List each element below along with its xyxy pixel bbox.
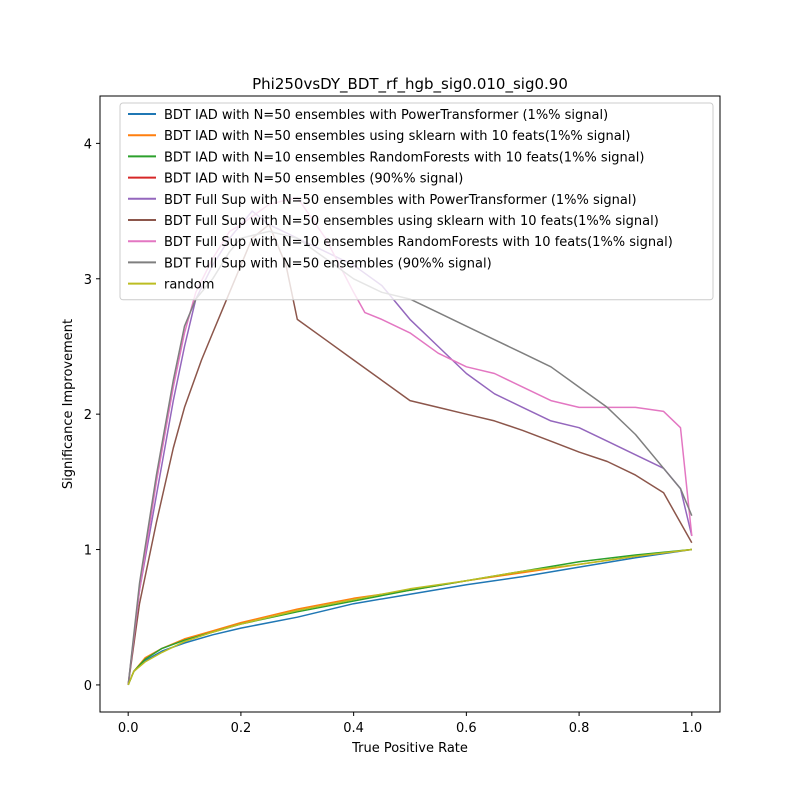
chart-title: Phi250vsDY_BDT_rf_hgb_sig0.010_sig0.90 xyxy=(252,75,568,94)
series-line-8 xyxy=(127,548,692,686)
y-tick-label: 2 xyxy=(84,408,92,423)
x-tick-label: 0.4 xyxy=(343,721,364,736)
legend-entry: random xyxy=(164,278,214,293)
x-axis-label: True Positive Rate xyxy=(351,741,468,756)
x-tick-label: 0.6 xyxy=(456,721,477,736)
legend-entry: BDT Full Sup with N=50 ensembles with Po… xyxy=(164,193,637,208)
legend-entry: BDT IAD with N=50 ensembles with PowerTr… xyxy=(164,108,608,123)
legend-entry: BDT IAD with N=10 ensembles RandomForest… xyxy=(164,150,644,165)
y-axis-label: Significance Improvement xyxy=(61,319,76,489)
y-tick-label: 1 xyxy=(84,544,92,559)
series-line-6 xyxy=(127,196,693,685)
plot-frame xyxy=(99,95,721,713)
series-line-2 xyxy=(127,548,692,686)
series-line-1 xyxy=(127,548,692,686)
y-tick-label: 4 xyxy=(84,137,92,152)
legend-entry: BDT Full Sup with N=50 ensembles (90%% s… xyxy=(164,256,492,271)
x-tick-label: 0.0 xyxy=(118,721,139,736)
legend-entry: BDT IAD with N=50 ensembles using sklear… xyxy=(164,129,630,144)
legend-entry: BDT Full Sup with N=10 ensembles RandomF… xyxy=(164,235,673,250)
legend-entry: BDT Full Sup with N=50 ensembles using s… xyxy=(164,214,659,229)
legend-box xyxy=(119,102,714,301)
legend: BDT IAD with N=50 ensembles with PowerTr… xyxy=(119,102,714,301)
x-tick-label: 0.8 xyxy=(569,721,590,736)
series-line-0 xyxy=(127,548,692,686)
x-tick-label: 0.2 xyxy=(231,721,252,736)
x-tick-label: 1.0 xyxy=(681,721,702,736)
series-line-5 xyxy=(127,223,693,686)
legend-entry: BDT IAD with N=50 ensembles (90%% signal… xyxy=(164,172,463,187)
x-axis: 0.0 0.2 0.4 0.6 0.8 1.0 xyxy=(118,712,702,736)
y-axis: 0 1 2 3 4 xyxy=(84,137,100,694)
y-tick-label: 3 xyxy=(84,273,92,288)
y-tick-label: 0 xyxy=(84,679,92,694)
